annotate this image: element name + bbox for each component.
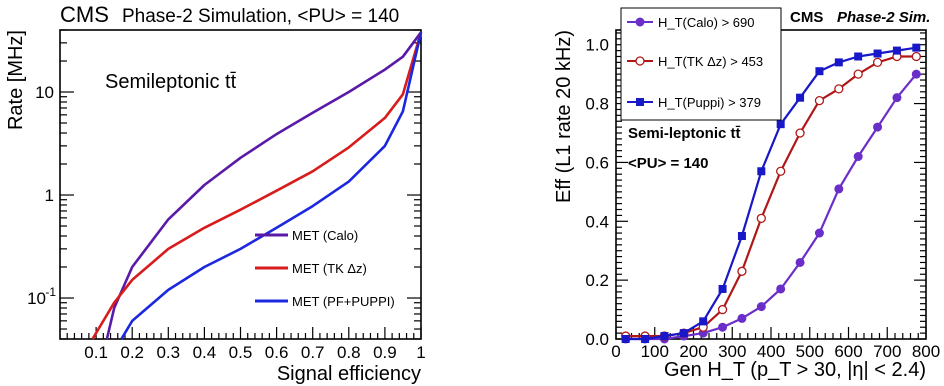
data-point-ht-tk xyxy=(776,166,786,176)
right-legend: H_T(Calo) > 690 H_T(TK Δz) > 453 H_T(Pup… xyxy=(620,7,782,121)
series-line-met-puppi xyxy=(120,32,423,340)
right-x-tick-label: 0 xyxy=(611,342,620,361)
data-point-ht-tk xyxy=(872,57,883,68)
legend-label-met-calo: MET (Calo) xyxy=(292,228,358,243)
data-point-ht-calo xyxy=(911,69,921,79)
right-y-axis-label: Eff (L1 rate 20 kHz) xyxy=(553,30,575,203)
left-x-tick-label: 0.9 xyxy=(373,343,397,362)
left-legend: MET (Calo) MET (TK Δz) MET (PF+PUPPI) xyxy=(255,228,395,309)
data-point-ht-puppi xyxy=(854,52,863,61)
right-x-tick-label: 500 xyxy=(796,342,824,361)
left-y-axis-label: Rate [MHz] xyxy=(5,30,27,130)
data-point-ht-tk xyxy=(834,84,844,94)
data-point-ht-calo xyxy=(892,93,902,103)
data-point-ht-tk xyxy=(795,128,805,138)
data-point-ht-puppi xyxy=(912,43,921,52)
data-point-ht-tk xyxy=(853,69,863,79)
right-y-tick-label: 0.6 xyxy=(585,153,609,172)
left-cms-label: CMS xyxy=(60,2,109,27)
data-point-ht-calo xyxy=(737,313,747,323)
legend-label-ht-calo: H_T(Calo) > 690 xyxy=(658,15,754,30)
legend-marker-ht-puppi xyxy=(636,98,644,106)
left-x-tick-label: 0.5 xyxy=(229,343,253,362)
data-point-ht-puppi xyxy=(660,332,669,341)
right-x-tick-label: 400 xyxy=(757,342,785,361)
data-point-ht-puppi xyxy=(718,284,727,293)
left-x-tick-label: 0.6 xyxy=(265,343,289,362)
legend-label-ht-puppi: H_T(Puppi) > 379 xyxy=(658,95,761,110)
right-y-tick-label: 1.0 xyxy=(585,36,609,55)
left-x-tick-label: 0.8 xyxy=(337,343,361,362)
right-x-tick-label: 700 xyxy=(873,342,901,361)
left-x-tick-label: 0.3 xyxy=(156,343,180,362)
left-x-tick-label: 1 xyxy=(416,343,425,362)
legend-marker-ht-tk xyxy=(635,56,645,66)
data-point-ht-calo xyxy=(814,228,824,238)
legend-label-met-puppi: MET (PF+PUPPI) xyxy=(292,294,395,309)
data-point-ht-tk xyxy=(756,213,766,223)
left-y-tick-label: 10 xyxy=(35,83,54,102)
series-line-met-tk xyxy=(91,31,423,340)
right-annotation-pileup: <PU> = 140 xyxy=(628,155,708,172)
right-y-tick-label: 0.4 xyxy=(585,212,609,231)
left-y-tick-label: 1 xyxy=(45,186,54,205)
right-annotation-process: Semi-leptonic tt̄ xyxy=(628,125,741,142)
data-point-ht-puppi xyxy=(679,329,688,338)
data-point-ht-tk xyxy=(911,51,921,62)
legend-label-ht-tk: H_T(TK Δz) > 453 xyxy=(658,54,763,69)
data-point-ht-puppi xyxy=(641,335,650,343)
data-point-ht-puppi xyxy=(796,93,805,102)
right-x-tick-label: 600 xyxy=(834,342,862,361)
left-x-tick-label: 0.4 xyxy=(193,343,217,362)
right-x-tick-label: 300 xyxy=(718,342,746,361)
left-annotation: Semileptonic tt̄ xyxy=(105,71,237,93)
right-x-tick-label: 200 xyxy=(679,342,707,361)
left-x-tick-label: 0.2 xyxy=(120,343,144,362)
left-y-tick-label: 10 xyxy=(27,289,46,308)
data-point-ht-calo xyxy=(834,184,844,194)
right-y-tick-label: 0.0 xyxy=(585,330,609,349)
right-x-axis-label: Gen H_T (p_T > 30, |η| < 2.4) xyxy=(664,359,926,381)
data-point-ht-calo xyxy=(718,322,728,332)
data-point-ht-puppi xyxy=(815,67,824,76)
data-point-ht-puppi xyxy=(834,58,843,67)
left-x-tick-label: 0.1 xyxy=(84,343,108,362)
right-chart-title: Phase-2 Sim. xyxy=(837,9,930,26)
right-cms-label: CMS xyxy=(790,9,823,26)
data-point-ht-calo xyxy=(776,284,786,294)
legend-marker-ht-calo xyxy=(635,17,645,27)
data-point-ht-puppi xyxy=(621,335,630,343)
right-y-tick-label: 0.2 xyxy=(585,271,609,290)
right-x-tick-label: 800 xyxy=(912,342,940,361)
data-point-ht-puppi xyxy=(892,46,901,55)
series-line-ht-puppi xyxy=(625,46,917,341)
right-chart: 0 100 200 300 400 500 600 700 800 0.0 0.2 0.4 0.6 0.8… xyxy=(553,7,940,381)
data-point-ht-calo xyxy=(795,257,805,267)
right-x-tick-label: 100 xyxy=(641,342,669,361)
left-chart-title: Phase-2 Simulation, <PU> = 140 xyxy=(122,6,399,27)
data-point-ht-calo xyxy=(873,122,883,132)
legend-label-met-tk: MET (TK Δz) xyxy=(292,261,367,276)
data-point-ht-calo xyxy=(853,152,863,162)
data-point-ht-puppi xyxy=(757,167,766,176)
data-point-ht-puppi xyxy=(699,317,708,326)
data-point-ht-puppi xyxy=(873,49,882,58)
left-y-tick-exponent: -1 xyxy=(45,285,56,299)
data-point-ht-puppi xyxy=(776,120,785,129)
data-point-ht-puppi xyxy=(737,232,746,240)
left-x-tick-label: 0.7 xyxy=(301,343,325,362)
right-y-tick-label: 0.8 xyxy=(585,95,609,114)
data-point-ht-tk xyxy=(814,95,825,106)
data-point-ht-tk xyxy=(717,304,728,315)
series-line-met-calo xyxy=(105,31,423,340)
data-point-ht-calo xyxy=(756,302,766,312)
series-line-ht-calo xyxy=(625,73,918,341)
left-x-axis-label: Signal efficiency xyxy=(277,363,421,385)
data-point-ht-tk xyxy=(737,266,747,276)
